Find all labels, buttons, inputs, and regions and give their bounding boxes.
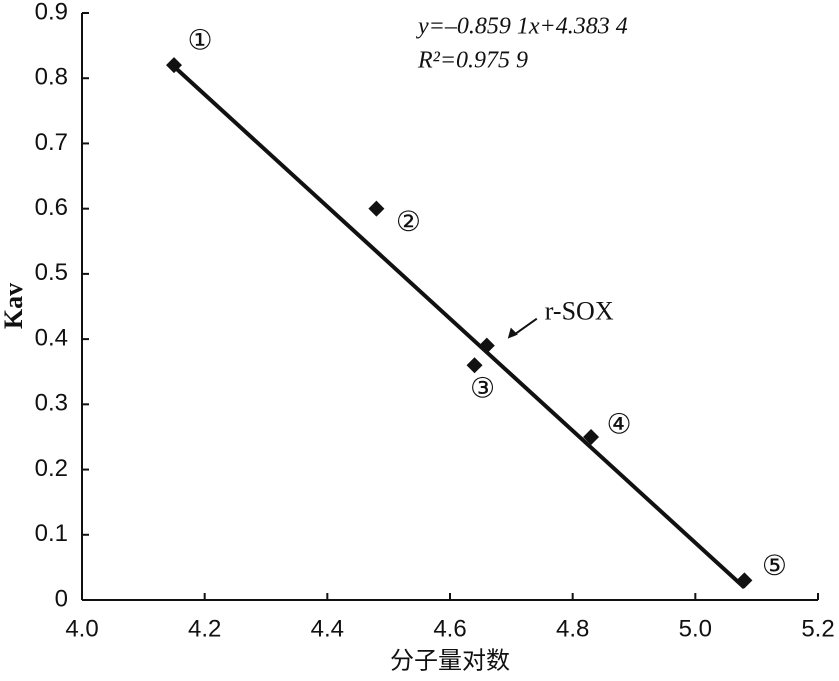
- point-label: ①: [187, 26, 212, 57]
- x-tick-label: 4.4: [311, 615, 344, 642]
- point-label: ③: [470, 374, 495, 405]
- y-axis-title: Kav: [0, 283, 28, 329]
- y-tick-label: 0.1: [35, 520, 68, 547]
- x-tick-label: 5.0: [679, 615, 712, 642]
- y-tick-label: 0.6: [35, 194, 68, 221]
- point: [466, 357, 483, 374]
- label-arrow: [512, 317, 538, 337]
- y-tick-label: 0.8: [35, 64, 68, 91]
- x-axis-title: 分子量对数: [390, 647, 510, 674]
- point: [166, 57, 182, 74]
- y-tick-label: 0.9: [35, 0, 68, 25]
- x-tick-label: 4.8: [556, 615, 589, 642]
- x-tick-label: 5.2: [801, 615, 834, 642]
- y-tick-label: 0.5: [35, 259, 68, 286]
- point: [583, 428, 600, 445]
- r-squared: R²=0.975 9: [417, 48, 528, 74]
- point-label: ②: [396, 207, 421, 238]
- fit-line: [172, 65, 746, 590]
- y-tick-label: 0.2: [35, 455, 68, 482]
- x-tick-label: 4.0: [65, 615, 98, 642]
- x-tick-label: 4.6: [433, 615, 466, 642]
- point-label: ⑤: [762, 551, 787, 582]
- point: [478, 337, 495, 354]
- y-tick-label: 0: [55, 585, 68, 612]
- label-arrowhead: [507, 327, 518, 339]
- point: [368, 200, 385, 217]
- point: [736, 572, 753, 589]
- point-label: ④: [607, 409, 632, 440]
- y-tick-label: 0.7: [35, 129, 68, 156]
- y-tick-label: 0.4: [35, 324, 68, 351]
- equation: y=–0.859 1x+4.383 4: [416, 14, 628, 40]
- y-tick-label: 0.3: [35, 390, 68, 417]
- point-label: r-SOX: [545, 297, 614, 326]
- x-tick-label: 4.2: [188, 615, 221, 642]
